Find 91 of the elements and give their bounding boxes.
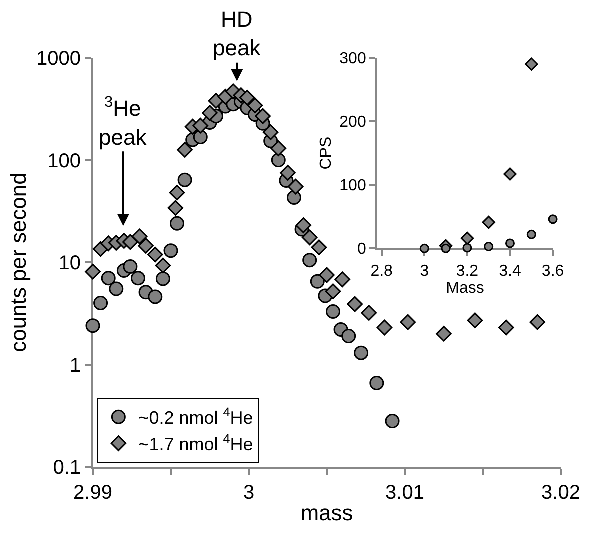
- point: [156, 272, 170, 286]
- point: [302, 230, 318, 246]
- point: [192, 118, 209, 134]
- y-tick-label: 100: [340, 178, 366, 195]
- point: [286, 190, 302, 205]
- x-axis-title: Mass: [446, 280, 484, 297]
- point: [441, 244, 451, 254]
- point: [506, 238, 515, 248]
- point: [155, 258, 172, 274]
- point: [370, 376, 384, 390]
- x-tick-label: 3.2: [456, 262, 479, 280]
- y-axis-title: CPS: [318, 136, 336, 170]
- x-tick-label: 3.02: [542, 482, 580, 504]
- legend-label: ~1.7 nmol $^{4}$He: [138, 432, 254, 455]
- point: [109, 282, 124, 296]
- y-tick-label: 300: [340, 50, 366, 68]
- point: [86, 318, 100, 334]
- y-tick-label: 0: [357, 241, 366, 258]
- point: [525, 58, 538, 71]
- point: [193, 130, 208, 144]
- annotation: $^{3}$He peak: [99, 94, 148, 150]
- point: [467, 312, 484, 329]
- point: [460, 232, 474, 246]
- point: [548, 214, 558, 224]
- point: [271, 153, 286, 168]
- point: [262, 124, 279, 140]
- point: [462, 243, 472, 253]
- point: [85, 264, 101, 280]
- point: [302, 253, 318, 268]
- point: [342, 329, 356, 344]
- point: [202, 105, 218, 122]
- point: [526, 230, 536, 240]
- x-tick-label: 2.99: [74, 482, 112, 504]
- point: [319, 267, 335, 284]
- x-tick-label: 3.6: [542, 262, 564, 280]
- point: [177, 142, 193, 158]
- point: [296, 218, 312, 234]
- point: [361, 305, 378, 321]
- point: [169, 184, 186, 201]
- point: [385, 414, 400, 429]
- point: [288, 178, 304, 195]
- x-tick-label: 3: [420, 262, 430, 280]
- x-axis-title: mass: [300, 500, 354, 526]
- point: [130, 271, 146, 286]
- y-tick-label: 1000: [36, 48, 81, 70]
- x-tick-label: 3.4: [499, 262, 522, 280]
- point: [326, 304, 340, 319]
- point: [354, 346, 369, 360]
- point: [400, 314, 416, 330]
- point: [178, 172, 192, 188]
- y-tick-label: 10: [58, 252, 81, 274]
- point: [310, 274, 325, 289]
- point: [484, 242, 494, 252]
- point: [122, 234, 138, 250]
- point: [311, 240, 328, 256]
- y-tick-label: 200: [340, 114, 366, 132]
- point: [255, 108, 271, 124]
- point: [270, 140, 287, 156]
- point: [123, 259, 138, 274]
- point: [208, 93, 224, 109]
- y-tick-label: 1: [70, 354, 81, 377]
- point: [325, 284, 342, 300]
- point: [168, 200, 184, 216]
- point: [101, 271, 116, 286]
- point: [347, 296, 363, 312]
- point: [498, 320, 514, 336]
- annotation: HD peak: [213, 7, 262, 61]
- point: [148, 246, 164, 263]
- y-tick-label: 100: [48, 150, 81, 172]
- point: [240, 90, 256, 106]
- point: [420, 244, 430, 254]
- point: [280, 165, 296, 181]
- x-tick-label: 3.01: [386, 482, 424, 504]
- point: [138, 238, 154, 254]
- point: [164, 244, 178, 258]
- point: [376, 320, 393, 336]
- point: [148, 290, 163, 304]
- legend-label: ~0.2 nmol $^{4}$He: [138, 406, 254, 428]
- point: [482, 216, 496, 230]
- y-tick-label: 0.1: [53, 457, 81, 479]
- x-tick-label: 2.8: [370, 262, 394, 280]
- point: [504, 168, 517, 181]
- point: [94, 296, 108, 310]
- point: [170, 216, 184, 231]
- point: [334, 272, 350, 288]
- point: [247, 98, 264, 114]
- y-axis-title: counts per second: [6, 172, 31, 352]
- x-tick-label: 3: [243, 482, 255, 504]
- point: [530, 314, 546, 330]
- point: [132, 228, 148, 245]
- point: [436, 326, 452, 342]
